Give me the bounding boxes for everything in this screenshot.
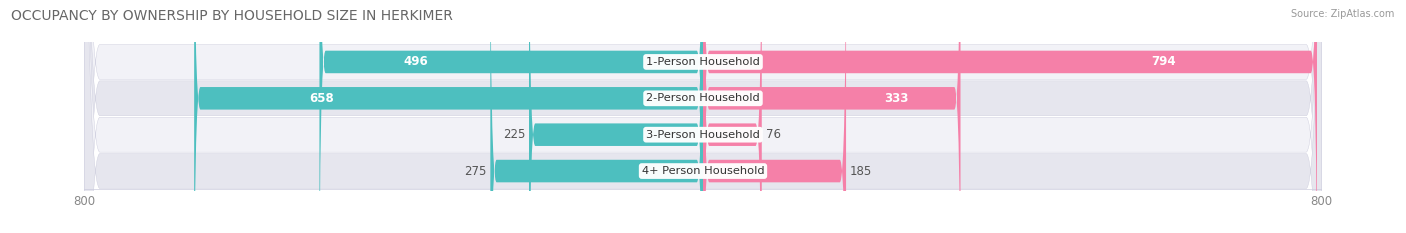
Text: 496: 496 <box>404 55 427 69</box>
FancyBboxPatch shape <box>703 0 846 233</box>
FancyBboxPatch shape <box>84 0 1322 233</box>
Text: 2-Person Household: 2-Person Household <box>647 93 759 103</box>
FancyBboxPatch shape <box>84 0 1322 233</box>
FancyBboxPatch shape <box>703 0 762 233</box>
Text: 76: 76 <box>766 128 780 141</box>
Text: Source: ZipAtlas.com: Source: ZipAtlas.com <box>1291 9 1395 19</box>
Text: 225: 225 <box>503 128 526 141</box>
FancyBboxPatch shape <box>491 0 703 233</box>
FancyBboxPatch shape <box>529 0 703 233</box>
Text: 658: 658 <box>309 92 333 105</box>
Text: 333: 333 <box>884 92 908 105</box>
Text: 275: 275 <box>464 164 486 178</box>
FancyBboxPatch shape <box>194 0 703 233</box>
FancyBboxPatch shape <box>703 0 1317 233</box>
Text: 794: 794 <box>1152 55 1175 69</box>
Text: 185: 185 <box>849 164 872 178</box>
FancyBboxPatch shape <box>319 0 703 233</box>
Text: 3-Person Household: 3-Person Household <box>647 130 759 140</box>
Text: 1-Person Household: 1-Person Household <box>647 57 759 67</box>
Text: 4+ Person Household: 4+ Person Household <box>641 166 765 176</box>
Text: OCCUPANCY BY OWNERSHIP BY HOUSEHOLD SIZE IN HERKIMER: OCCUPANCY BY OWNERSHIP BY HOUSEHOLD SIZE… <box>11 9 453 23</box>
FancyBboxPatch shape <box>703 0 960 233</box>
FancyBboxPatch shape <box>84 0 1322 233</box>
FancyBboxPatch shape <box>84 0 1322 233</box>
